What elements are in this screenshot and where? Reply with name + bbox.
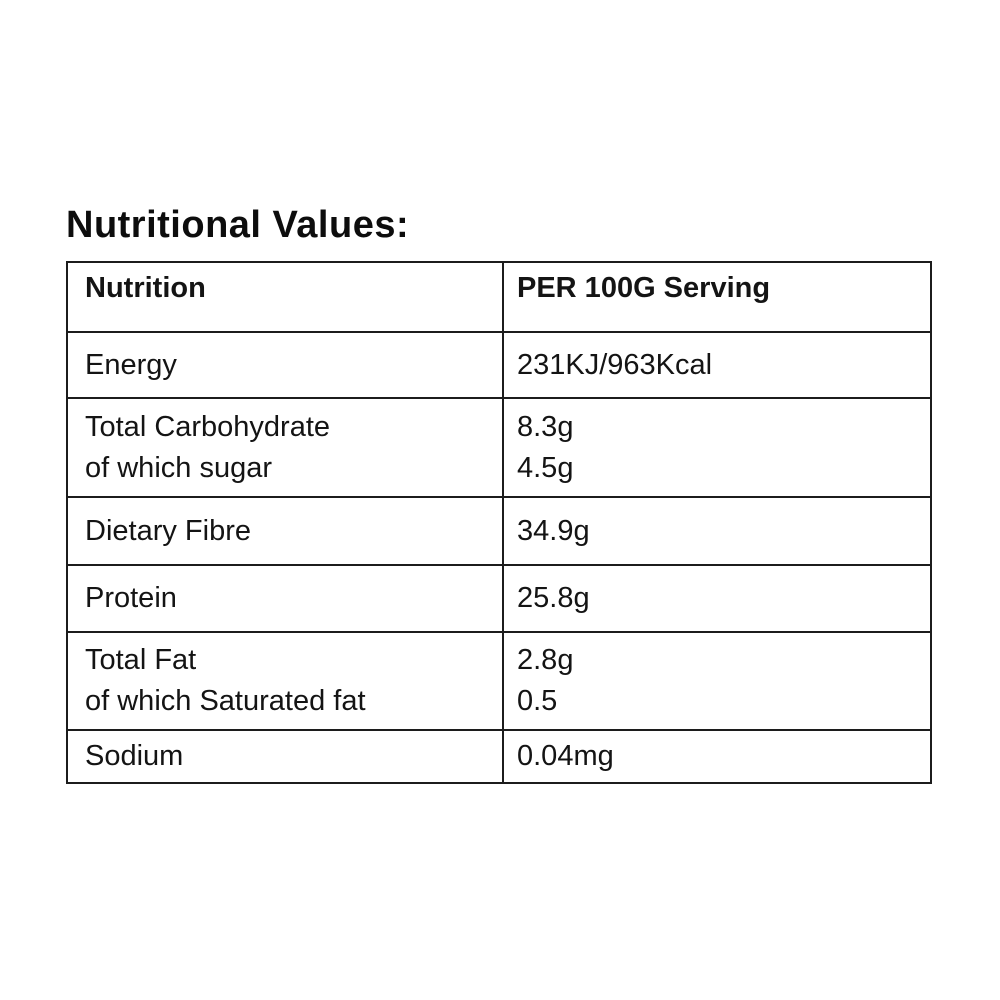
table-row-energy: Energy 231KJ/963Kcal [66, 331, 932, 399]
column-header-per-100g-serving: PER 100G Serving [502, 261, 932, 333]
nutrient-value: 25.8g [517, 582, 590, 614]
column-header-nutrition: Nutrition [66, 261, 504, 333]
nutrition-label-content: Nutritional Values: Nutrition PER 100G S… [66, 204, 932, 784]
table-row-sodium: Sodium 0.04mg [66, 729, 932, 784]
nutrient-name-cell: Total Fat of which Saturated fat [66, 631, 504, 731]
nutrient-value-cell: 8.3g 4.5g [502, 397, 932, 498]
nutrient-name-cell: Energy [66, 331, 504, 399]
nutrient-value: 0.04mg [517, 740, 614, 772]
nutrient-name: Dietary Fibre [85, 514, 251, 547]
nutrient-value: 2.8g [517, 644, 574, 676]
table-row-total-carbohydrate: Total Carbohydrate of which sugar 8.3g 4… [66, 397, 932, 498]
nutrient-name: Sodium [85, 740, 184, 772]
table-header-row: Nutrition PER 100G Serving [66, 261, 932, 333]
nutrient-name: Total Fat [85, 644, 197, 676]
table-row-total-fat: Total Fat of which Saturated fat 2.8g 0.… [66, 631, 932, 731]
nutrient-value-cell: 25.8g [502, 564, 932, 633]
table-row-dietary-fibre: Dietary Fibre 34.9g [66, 496, 932, 566]
nutrient-name-cell: Dietary Fibre [66, 496, 504, 566]
page-title: Nutritional Values: [66, 204, 410, 246]
nutrient-subname: of which sugar [85, 451, 272, 484]
nutrient-name-cell: Sodium [66, 729, 504, 784]
nutrient-name: Total Carbohydrate [85, 410, 331, 443]
nutrient-value-cell: 2.8g 0.5 [502, 631, 932, 731]
nutrient-subname: of which Saturated fat [85, 685, 366, 717]
nutrient-name-cell: Total Carbohydrate of which sugar [66, 397, 504, 498]
nutrient-subvalue: 0.5 [517, 685, 558, 717]
nutrient-value: 231KJ/963Kcal [517, 348, 713, 381]
nutrient-value-cell: 34.9g [502, 496, 932, 566]
nutrient-value: 8.3g [517, 410, 574, 443]
nutrient-subvalue: 4.5g [517, 451, 574, 484]
table-row-protein: Protein 25.8g [66, 564, 932, 633]
nutrient-value-cell: 0.04mg [502, 729, 932, 784]
nutrient-name: Energy [85, 348, 177, 381]
nutrient-name: Protein [85, 582, 177, 614]
nutrition-table: Nutrition PER 100G Serving Energy 231KJ/… [66, 261, 932, 784]
nutrient-name-cell: Protein [66, 564, 504, 633]
nutrient-value: 34.9g [517, 514, 590, 547]
nutrient-value-cell: 231KJ/963Kcal [502, 331, 932, 399]
